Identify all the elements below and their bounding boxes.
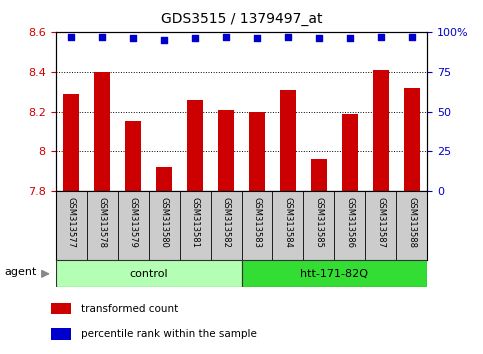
Point bbox=[160, 37, 168, 42]
Bar bbox=[187, 99, 203, 191]
Bar bbox=[156, 167, 172, 191]
Point bbox=[222, 34, 230, 40]
Point bbox=[98, 34, 106, 40]
Text: GSM313584: GSM313584 bbox=[284, 197, 293, 247]
Bar bbox=[242, 260, 427, 287]
Bar bbox=[125, 121, 141, 191]
Text: control: control bbox=[129, 269, 168, 279]
Bar bbox=[218, 109, 234, 191]
Text: transformed count: transformed count bbox=[81, 303, 178, 314]
Text: GSM313586: GSM313586 bbox=[345, 197, 355, 248]
Bar bbox=[373, 70, 389, 191]
Bar bbox=[404, 88, 420, 191]
Point bbox=[129, 35, 137, 41]
Bar bbox=[280, 90, 296, 191]
Bar bbox=[51, 303, 71, 314]
Text: GSM313579: GSM313579 bbox=[128, 197, 138, 247]
Text: agent: agent bbox=[4, 268, 37, 278]
Bar bbox=[94, 72, 110, 191]
Point bbox=[253, 35, 261, 41]
Point bbox=[67, 34, 75, 40]
Point bbox=[408, 34, 416, 40]
Text: GSM313588: GSM313588 bbox=[408, 197, 416, 248]
Point bbox=[315, 35, 323, 41]
Point bbox=[191, 35, 199, 41]
Text: GSM313580: GSM313580 bbox=[159, 197, 169, 247]
Text: GSM313578: GSM313578 bbox=[98, 197, 107, 248]
Text: GSM313585: GSM313585 bbox=[314, 197, 324, 247]
Text: GSM313587: GSM313587 bbox=[376, 197, 385, 248]
Text: GSM313581: GSM313581 bbox=[190, 197, 199, 247]
Text: GSM313583: GSM313583 bbox=[253, 197, 261, 248]
Bar bbox=[63, 93, 79, 191]
Text: htt-171-82Q: htt-171-82Q bbox=[300, 269, 369, 279]
Text: GSM313577: GSM313577 bbox=[67, 197, 75, 248]
Bar bbox=[311, 159, 327, 191]
Point bbox=[346, 35, 354, 41]
Bar bbox=[56, 260, 242, 287]
Bar bbox=[342, 114, 358, 191]
Point bbox=[284, 34, 292, 40]
Text: GSM313582: GSM313582 bbox=[222, 197, 230, 247]
Bar bbox=[51, 328, 71, 340]
Bar bbox=[249, 112, 265, 191]
Point bbox=[377, 34, 385, 40]
Text: percentile rank within the sample: percentile rank within the sample bbox=[81, 329, 257, 339]
Text: GDS3515 / 1379497_at: GDS3515 / 1379497_at bbox=[161, 12, 322, 27]
